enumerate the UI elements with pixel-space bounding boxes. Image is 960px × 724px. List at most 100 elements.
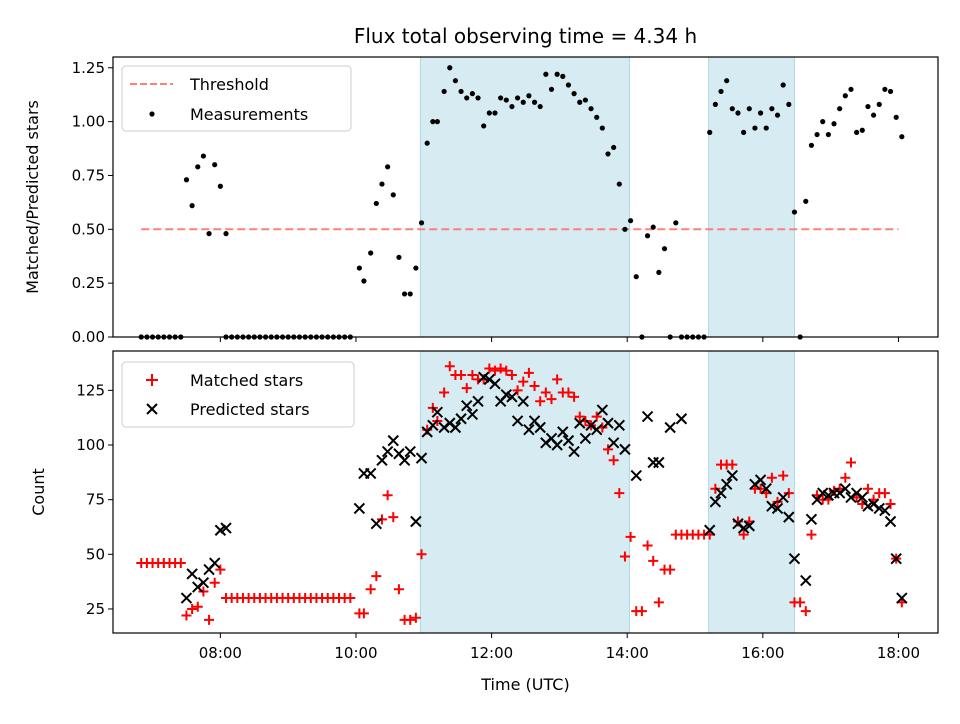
bottom-legend: Matched stars Predicted stars <box>121 361 355 428</box>
measurement-point <box>396 254 402 260</box>
matched-star-marker <box>209 577 220 588</box>
x-tick-label: 08:00 <box>199 644 242 662</box>
matched-star-marker <box>795 597 806 608</box>
legend-predicted-swatch <box>146 403 158 415</box>
matched-star-marker <box>358 608 369 619</box>
predicted-star-marker <box>602 417 614 429</box>
measurement-point <box>729 106 735 112</box>
predicted-star-marker <box>461 399 473 412</box>
predicted-star-marker <box>381 445 394 458</box>
matched-star-marker <box>393 584 404 595</box>
predicted-star-marker <box>410 515 422 528</box>
predicted-star-marker <box>551 439 563 451</box>
predicted-star-marker <box>890 552 902 565</box>
bottom-y-axis-label: Count <box>29 468 48 516</box>
predicted-star-marker <box>884 515 897 528</box>
measurement-point <box>509 103 515 110</box>
matched-star-marker <box>738 529 749 540</box>
top-y-tick-label: 0.75 <box>72 166 105 184</box>
matched-star-marker <box>862 483 873 494</box>
measurement-point <box>735 110 741 116</box>
predicted-star-marker <box>186 568 198 580</box>
measurement-point <box>464 95 470 101</box>
predicted-star-marker <box>783 511 795 523</box>
measurement-point <box>430 119 436 125</box>
matched-star-marker <box>388 512 399 523</box>
matched-star-marker <box>187 603 198 614</box>
top-y-tick-label: 1.25 <box>72 59 105 77</box>
measurement-point <box>599 125 605 131</box>
measurement-point <box>195 164 201 170</box>
measurement-point <box>498 95 504 101</box>
predicted-star-marker <box>506 391 518 403</box>
measurement-point <box>882 86 888 92</box>
measurement-point <box>752 125 758 131</box>
predicted-star-marker <box>220 522 232 534</box>
measurement-point <box>854 129 860 135</box>
measurement-point <box>746 106 752 112</box>
measurement-point <box>514 95 521 101</box>
predicted-star-marker <box>472 395 484 407</box>
measurement-point <box>582 97 588 103</box>
measurement-point <box>661 246 668 252</box>
predicted-star-marker <box>387 434 399 447</box>
matched-star-marker <box>845 457 856 468</box>
matched-star-marker <box>444 361 455 372</box>
matched-star-marker <box>523 367 534 378</box>
predicted-star-marker <box>557 426 569 438</box>
measurement-point <box>503 97 509 103</box>
matched-star-marker <box>625 531 636 542</box>
measurement-point <box>452 78 459 84</box>
measurement-point <box>876 101 882 107</box>
measurement-point <box>633 274 639 280</box>
predicted-star-marker <box>517 395 529 407</box>
predicted-star-marker <box>574 417 586 429</box>
matched-star-marker <box>461 383 472 394</box>
matched-star-marker <box>546 394 557 405</box>
predicted-star-marker <box>353 502 366 515</box>
matched-star-marker <box>653 597 664 608</box>
matched-star-marker <box>879 488 890 499</box>
predicted-star-marker <box>431 406 444 418</box>
measurement-point <box>718 88 724 95</box>
measurement-point <box>673 220 679 226</box>
measurement-point <box>887 88 894 95</box>
measurement-point <box>774 112 781 118</box>
top-plot-frame <box>112 56 939 338</box>
predicted-star-marker <box>653 456 665 469</box>
measurement-point <box>712 101 718 107</box>
predicted-star-marker <box>788 552 801 565</box>
measurement-point <box>769 106 775 112</box>
predicted-star-marker <box>715 487 727 499</box>
predicted-star-marker <box>641 410 654 423</box>
measurement-point <box>628 218 634 224</box>
measurement-point <box>486 110 492 116</box>
matched-star-marker <box>506 370 517 381</box>
measurement-point <box>548 86 555 92</box>
predicted-star-marker <box>579 432 592 445</box>
predicted-star-marker <box>197 577 210 589</box>
predicted-star-marker <box>511 415 524 427</box>
matched-star-marker <box>778 470 789 481</box>
measurement-point <box>401 291 408 297</box>
legend-measurements-swatch <box>149 111 155 117</box>
legend-predicted-label: Predicted stars <box>190 400 310 419</box>
matched-star-marker <box>766 472 777 483</box>
predicted-star-marker <box>364 467 377 480</box>
predicted-star-marker <box>523 423 535 436</box>
matched-star-marker <box>840 472 851 483</box>
predicted-star-marker <box>415 452 428 464</box>
measurement-point <box>217 183 223 189</box>
predicted-star-marker <box>404 445 416 458</box>
top-y-tick-label: 0.25 <box>72 274 105 292</box>
predicted-star-marker <box>376 454 388 467</box>
predicted-star-marker <box>427 419 439 432</box>
measurement-point <box>531 99 538 105</box>
measurement-point <box>418 220 425 226</box>
measurement-point <box>434 119 440 125</box>
bottom-y-tick-label: 125 <box>76 381 105 399</box>
matched-star-marker <box>489 365 500 376</box>
observing-window <box>419 350 630 634</box>
predicted-star-marker <box>590 423 603 436</box>
predicted-star-marker <box>596 404 609 416</box>
